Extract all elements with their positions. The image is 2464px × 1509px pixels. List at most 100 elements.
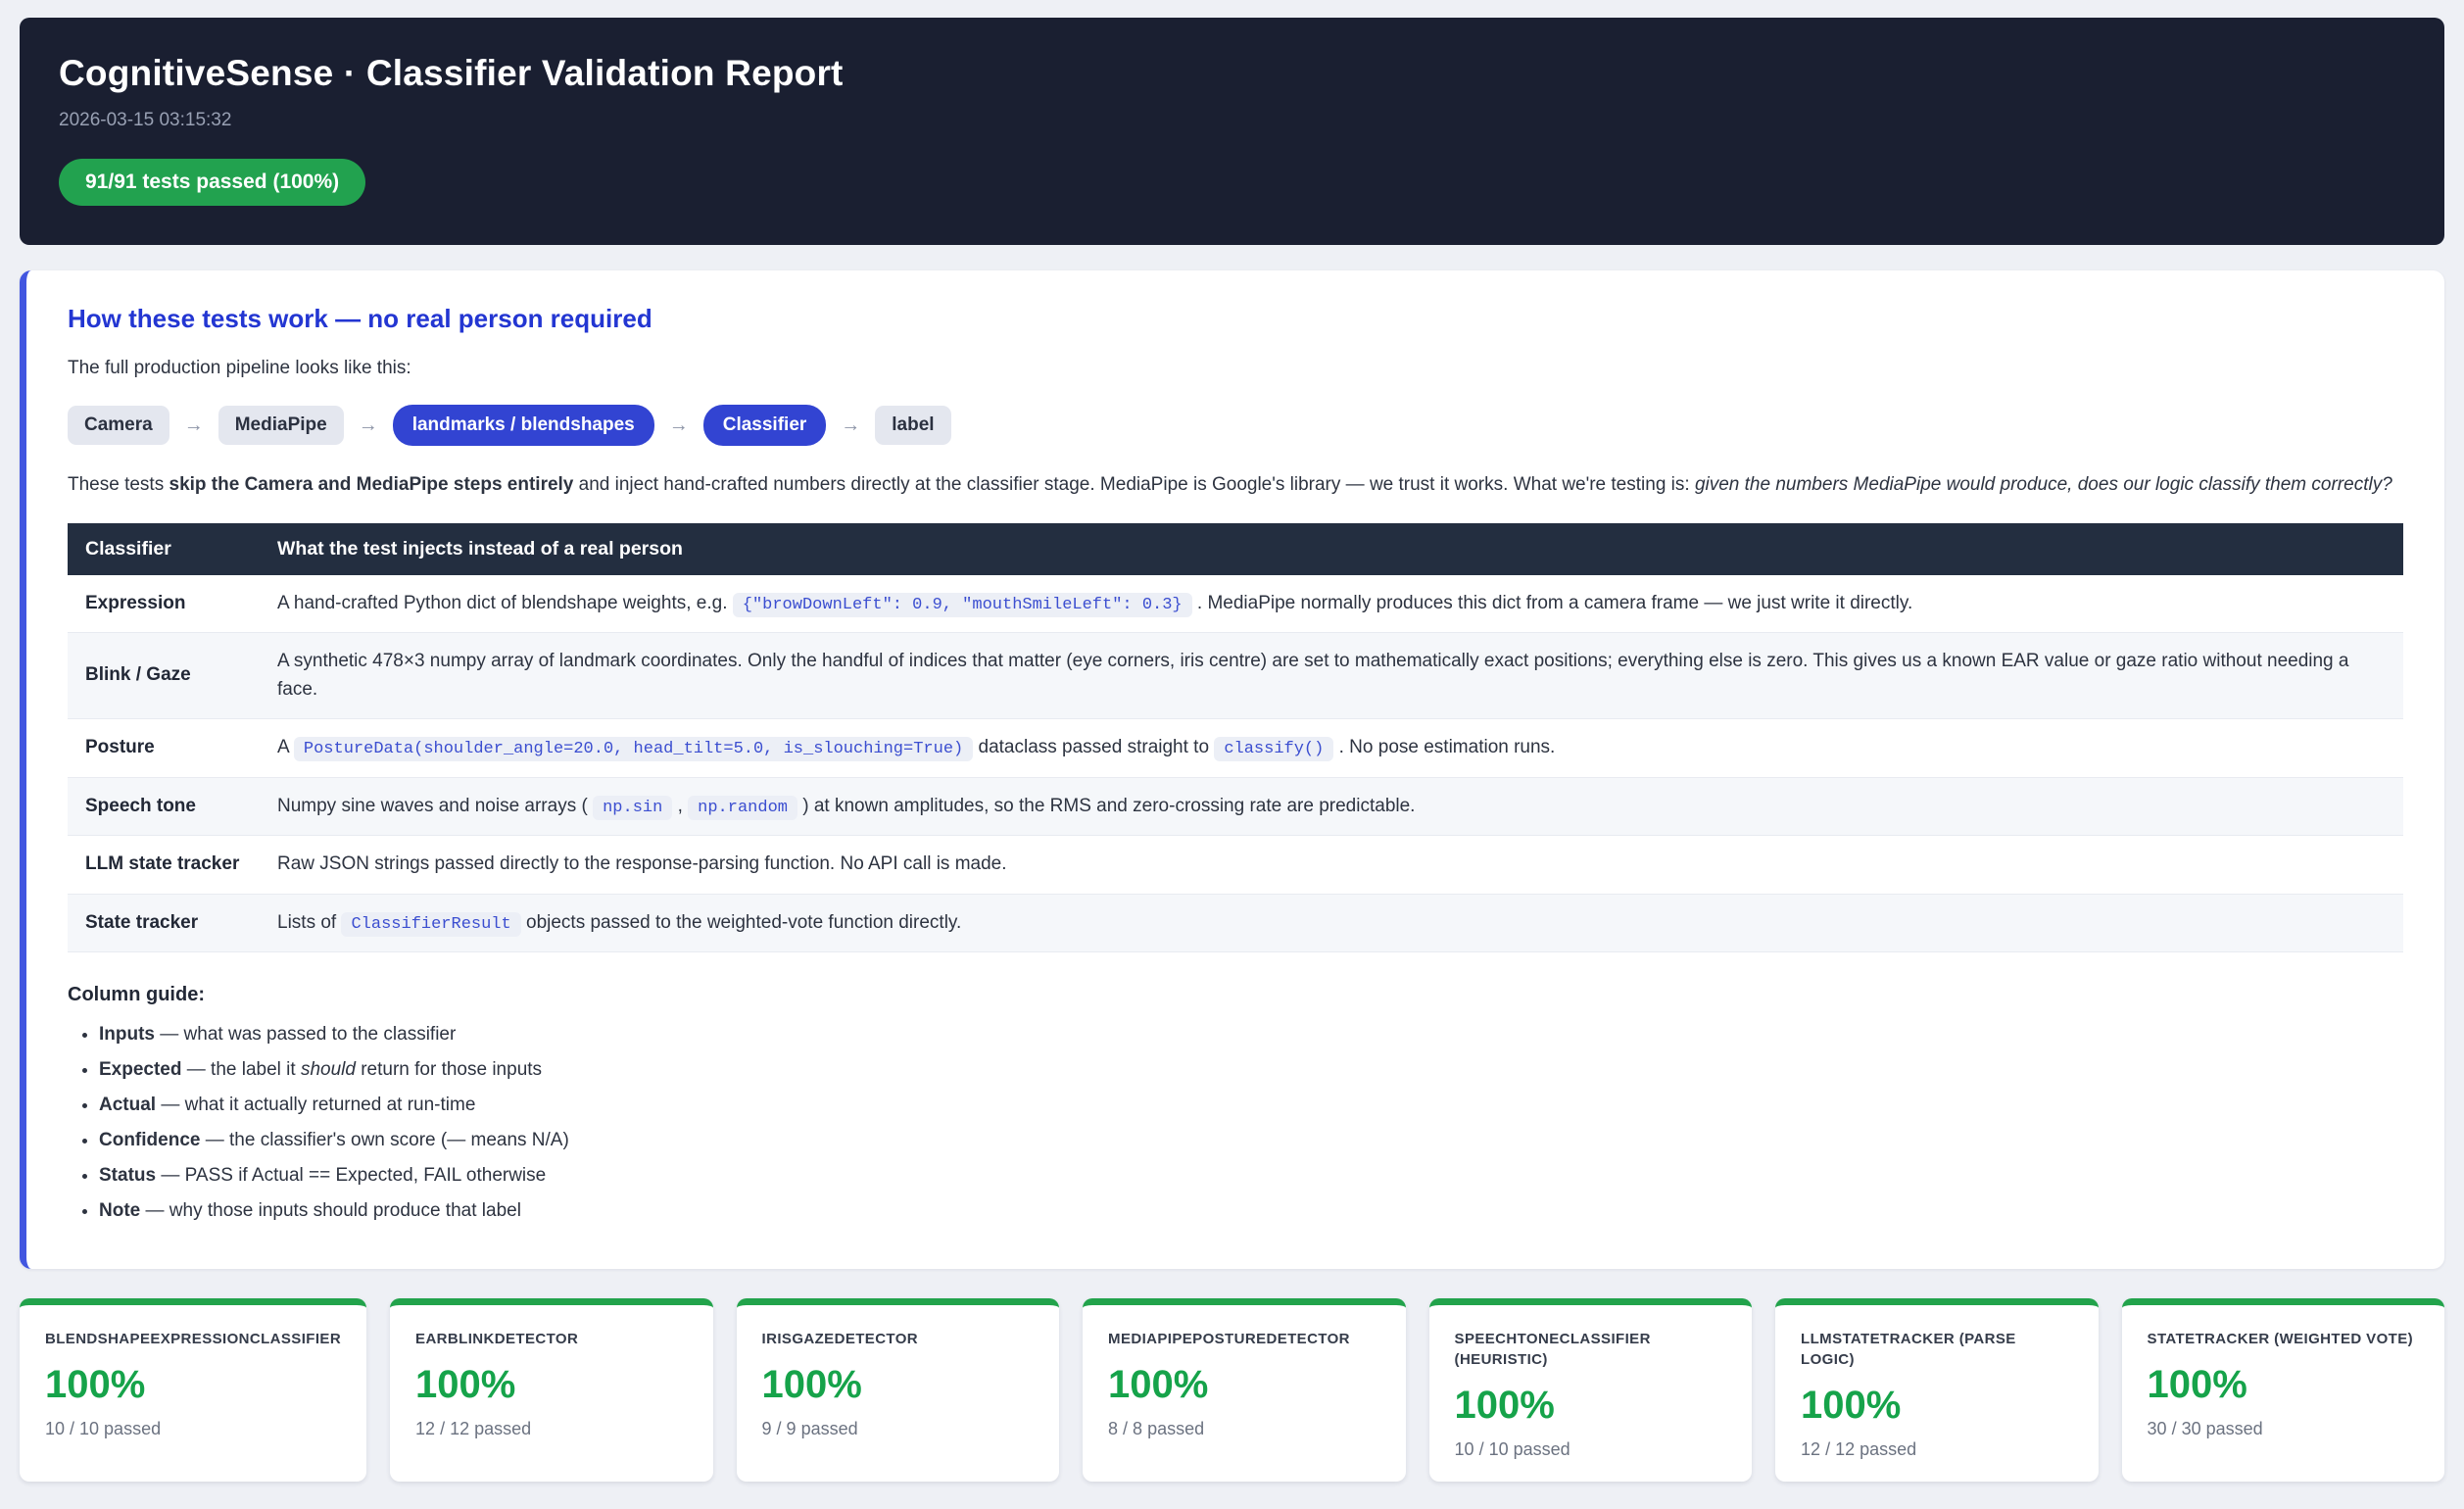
card-classifier-name: BLENDSHAPEEXPRESSIONCLASSIFIER xyxy=(45,1331,342,1347)
card-classifier-name: EARBLINKDETECTOR xyxy=(415,1331,579,1347)
text-segment: Expected xyxy=(99,1059,182,1080)
table-row: Speech tone Numpy sine waves and noise ar… xyxy=(68,777,2403,836)
inline-code: {"browDownLeft": 0.9, "mouthSmileLeft": … xyxy=(732,592,1192,617)
classifier-score-card: IRISGAZEDETECTOR 100% 9 / 9 passed xyxy=(736,1298,1060,1482)
card-classifier-name: MEDIAPIPEPOSTUREDETECTOR xyxy=(1108,1331,1350,1347)
text-segment: — why those inputs should produce that l… xyxy=(140,1200,521,1221)
text-segment: A synthetic 478×3 numpy array of landmar… xyxy=(277,651,2349,700)
card-pass-percentage: 100% xyxy=(1801,1384,1902,1427)
column-guide-item: Actual — what it actually returned at ru… xyxy=(99,1095,2403,1116)
pipeline-arrow-icon: → xyxy=(841,414,861,436)
classifier-score-card: STATETRACKER (WEIGHTED VOTE) 100% 30 / 30 … xyxy=(2121,1298,2445,1482)
classifier-name-cell: LLM state tracker xyxy=(68,835,260,895)
text-segment: skip the Camera and MediaPipe steps enti… xyxy=(169,474,574,495)
table-row: Blink / Gaze A synthetic 478×3 numpy arra… xyxy=(68,632,2403,719)
column-guide-item: Inputs — what was passed to the classifi… xyxy=(99,1024,2403,1046)
classifier-score-card: EARBLINKDETECTOR 100% 12 / 12 passed xyxy=(390,1298,713,1482)
card-classifier-name: LLMSTATETRACKER (PARSE LOGIC) xyxy=(1801,1331,2016,1368)
text-segment: , xyxy=(672,795,689,816)
text-segment: — what it actually returned at run-time xyxy=(156,1095,476,1115)
text-segment: These tests xyxy=(68,474,169,495)
section-heading: How these tests work — no real person re… xyxy=(68,304,652,333)
injection-description-cell: Numpy sine waves and noise arrays ( np.s… xyxy=(260,777,2403,836)
pipeline-stage-chip: landmarks / blendshapes xyxy=(392,405,654,446)
explanation-paragraph: These tests skip the Camera and MediaPip… xyxy=(68,471,2403,500)
text-segment: ) at known amplitudes, so the RMS and ze… xyxy=(797,795,1416,816)
injection-description-cell: A hand-crafted Python dict of blendshape… xyxy=(260,574,2403,633)
pipeline-stage-chip: label xyxy=(875,406,951,445)
card-pass-percentage: 100% xyxy=(1454,1384,1555,1427)
classifier-name-cell: Expression xyxy=(68,574,260,633)
report-header: CognitiveSense · Classifier Validation R… xyxy=(20,18,2444,245)
classifier-score-card: LLMSTATETRACKER (PARSE LOGIC) 100% 12 / 12… xyxy=(1775,1298,2099,1482)
card-classifier-name: SPEECHTONECLASSIFIER (HEURISTIC) xyxy=(1454,1331,1651,1368)
text-segment: Inputs xyxy=(99,1024,155,1045)
classifier-score-card: MEDIAPIPEPOSTUREDETECTOR 100% 8 / 8 passed xyxy=(1083,1298,1406,1482)
classifier-summary-cards: BLENDSHAPEEXPRESSIONCLASSIFIER 100% 10 / 1… xyxy=(20,1298,2445,1482)
text-segment: Raw JSON strings passed directly to the … xyxy=(277,853,1007,874)
classifier-name-cell: Speech tone xyxy=(68,777,260,836)
text-segment: — the label it xyxy=(181,1059,301,1080)
text-segment: objects passed to the weighted-vote func… xyxy=(520,911,962,933)
card-pass-count: 8 / 8 passed xyxy=(1108,1419,1205,1438)
text-segment: — PASS if Actual == Expected, FAIL other… xyxy=(156,1165,547,1186)
injection-description-cell: Lists of ClassifierResult objects passed… xyxy=(260,894,2403,952)
inline-code: np.sin xyxy=(593,795,673,820)
card-pass-count: 10 / 10 passed xyxy=(45,1419,162,1438)
card-pass-percentage: 100% xyxy=(415,1363,516,1406)
column-guide-list: Inputs — what was passed to the classifi… xyxy=(68,1024,2403,1222)
table-header-row: Classifier What the test injects instead … xyxy=(68,522,2403,575)
text-segment: — the classifier's own score (— means N/… xyxy=(200,1130,569,1150)
inline-code: classify() xyxy=(1214,737,1334,761)
inline-code: ClassifierResult xyxy=(341,911,521,937)
card-pass-count: 12 / 12 passed xyxy=(1801,1439,1917,1459)
injection-description-cell: A PostureData(shoulder_angle=20.0, head_… xyxy=(260,718,2403,778)
card-classifier-name: IRISGAZEDETECTOR xyxy=(761,1331,919,1347)
text-segment: . MediaPipe normally produces this dict … xyxy=(1191,592,1913,613)
card-pass-count: 30 / 30 passed xyxy=(2147,1419,2263,1438)
card-pass-percentage: 100% xyxy=(761,1363,862,1406)
classifier-score-card: SPEECHTONECLASSIFIER (HEURISTIC) 100% 10 /… xyxy=(1428,1298,1753,1482)
text-segment: should xyxy=(300,1059,356,1080)
card-pass-percentage: 100% xyxy=(45,1363,146,1406)
injection-table-header: Classifier What the test injects instead … xyxy=(68,522,2403,575)
pipeline-arrow-icon: → xyxy=(358,414,378,436)
column-guide-heading: Column guide: xyxy=(68,984,205,1005)
text-segment: Numpy sine waves and noise arrays ( xyxy=(277,795,594,816)
report-timestamp: 2026-03-15 03:15:32 xyxy=(59,110,232,130)
classifier-score-card: BLENDSHAPEEXPRESSIONCLASSIFIER 100% 10 / 1… xyxy=(20,1298,367,1482)
text-segment: dataclass passed straight to xyxy=(973,737,1215,757)
inline-code: PostureData(shoulder_angle=20.0, head_ti… xyxy=(293,737,974,761)
column-guide-item: Note — why those inputs should produce t… xyxy=(99,1200,2403,1222)
table-row: LLM state tracker Raw JSON strings passed… xyxy=(68,835,2403,895)
column-guide-item: Status — PASS if Actual == Expected, FAI… xyxy=(99,1165,2403,1187)
text-segment: A xyxy=(277,737,294,757)
card-pass-percentage: 100% xyxy=(2147,1363,2247,1406)
column-guide-item: Confidence — the classifier's own score … xyxy=(99,1130,2403,1151)
page-title: CognitiveSense · Classifier Validation R… xyxy=(59,53,844,93)
card-pass-percentage: 100% xyxy=(1108,1363,1209,1406)
card-pass-count: 10 / 10 passed xyxy=(1454,1439,1570,1459)
classifier-name-cell: Blink / Gaze xyxy=(68,632,260,719)
text-segment: Actual xyxy=(99,1095,157,1115)
how-tests-work-panel: How these tests work — no real person re… xyxy=(20,270,2444,1269)
classifier-name-cell: Posture xyxy=(68,718,260,778)
pipeline-diagram: Camera → MediaPipe → landmarks / blendshapes… xyxy=(68,405,2403,446)
card-classifier-name: STATETRACKER (WEIGHTED VOTE) xyxy=(2147,1331,2414,1347)
pipeline-intro-text: The full production pipeline looks like … xyxy=(68,358,411,378)
text-segment: return for those inputs xyxy=(355,1059,543,1080)
injection-description-cell: A synthetic 478×3 numpy array of landmar… xyxy=(260,632,2403,719)
column-guide-item: Expected — the label it should return fo… xyxy=(99,1059,2403,1081)
text-segment: — what was passed to the classifier xyxy=(155,1024,457,1045)
text-segment: Note xyxy=(99,1200,141,1221)
card-pass-count: 12 / 12 passed xyxy=(415,1419,532,1438)
pipeline-stage-chip: MediaPipe xyxy=(217,406,344,445)
text-segment: A hand-crafted Python dict of blendshape… xyxy=(277,592,733,613)
pipeline-stage-chip: Classifier xyxy=(702,405,827,446)
table-row: Posture A PostureData(shoulder_angle=20.0… xyxy=(68,718,2403,778)
table-column-header: Classifier xyxy=(68,522,260,575)
pipeline-arrow-icon: → xyxy=(668,414,689,436)
text-segment: and inject hand-crafted numbers directly… xyxy=(573,474,1695,495)
table-row: Expression A hand-crafted Python dict of … xyxy=(68,574,2403,633)
table-row: State tracker Lists of ClassifierResult o… xyxy=(68,894,2403,952)
